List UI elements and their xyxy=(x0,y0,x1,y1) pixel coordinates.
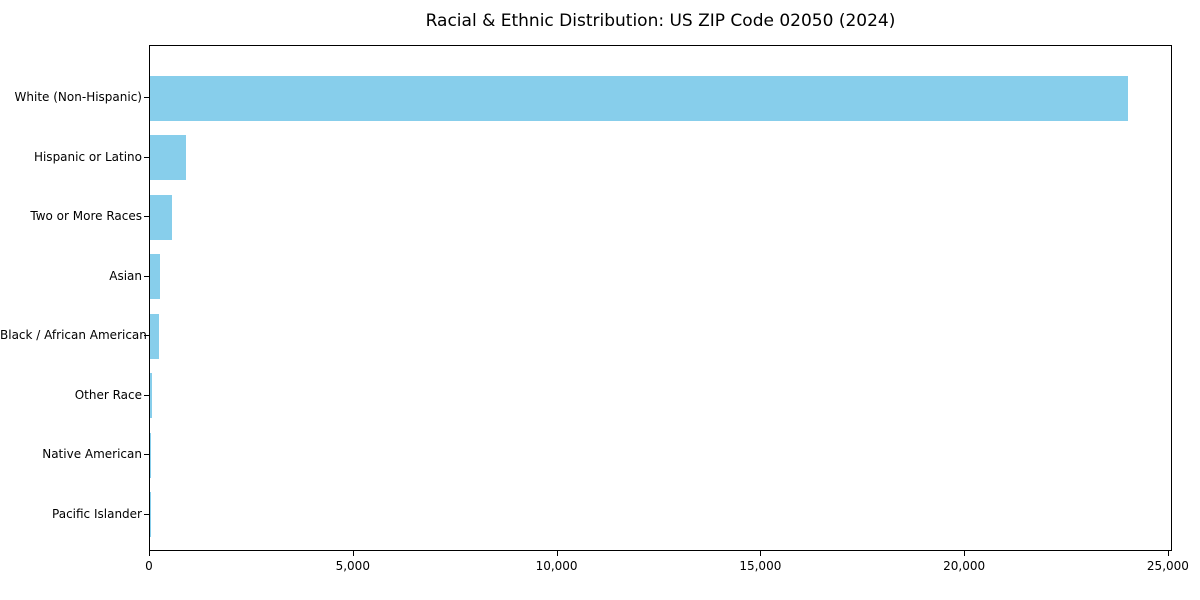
x-tick-10000 xyxy=(556,551,558,556)
plot-area xyxy=(149,45,1172,551)
y-axis-label-pacific-islander: Pacific Islander xyxy=(52,506,142,521)
y-tick-two-or-more-races xyxy=(144,216,149,217)
y-tick-asian xyxy=(144,275,149,277)
x-tick-label-25000: 25,000 xyxy=(1146,559,1189,573)
y-axis-label-black-african-american: Black / African American xyxy=(0,328,147,342)
x-tick-0 xyxy=(149,551,150,556)
bar-other-race xyxy=(150,373,153,418)
y-tick-other-race xyxy=(144,394,149,396)
y-axis-label-hispanic-or-latino: Hispanic or Latino xyxy=(33,149,142,164)
x-tick-label-20000: 20,000 xyxy=(943,559,986,573)
bar-white-non-hispanic xyxy=(150,75,1129,121)
y-tick-pacific-islander xyxy=(144,513,149,515)
y-tick-hispanic-or-latino xyxy=(144,156,149,158)
x-tick-20000 xyxy=(964,551,966,556)
chart-title: Racial & Ethnic Distribution: US ZIP Cod… xyxy=(425,11,896,31)
y-tick-native-american xyxy=(144,454,149,455)
y-axis-label-two-or-more-races: Two or More Races xyxy=(30,209,142,223)
x-tick-15000 xyxy=(760,551,762,556)
y-axis-label-native-american: Native American xyxy=(42,447,142,461)
y-axis-label-white-non-hispanic: White (Non-Hispanic) xyxy=(14,90,142,104)
x-tick-5000 xyxy=(352,551,354,556)
x-tick-label-0: 0 xyxy=(145,559,153,573)
y-axis-label-other-race: Other Race xyxy=(74,387,142,402)
y-tick-white-non-hispanic xyxy=(144,97,149,98)
x-tick-label-15000: 15,000 xyxy=(739,559,782,573)
x-tick-label-10000: 10,000 xyxy=(535,559,578,573)
bar-black-african-american xyxy=(150,313,159,359)
bar-two-or-more-races xyxy=(150,194,172,240)
y-axis-label-asian: Asian xyxy=(109,268,142,283)
y-tick-black-african-american xyxy=(144,335,149,336)
bar-hispanic-or-latino xyxy=(150,135,187,180)
bar-asian xyxy=(150,254,160,299)
x-tick-25000 xyxy=(1167,551,1169,556)
x-tick-label-5000: 5,000 xyxy=(335,559,370,573)
